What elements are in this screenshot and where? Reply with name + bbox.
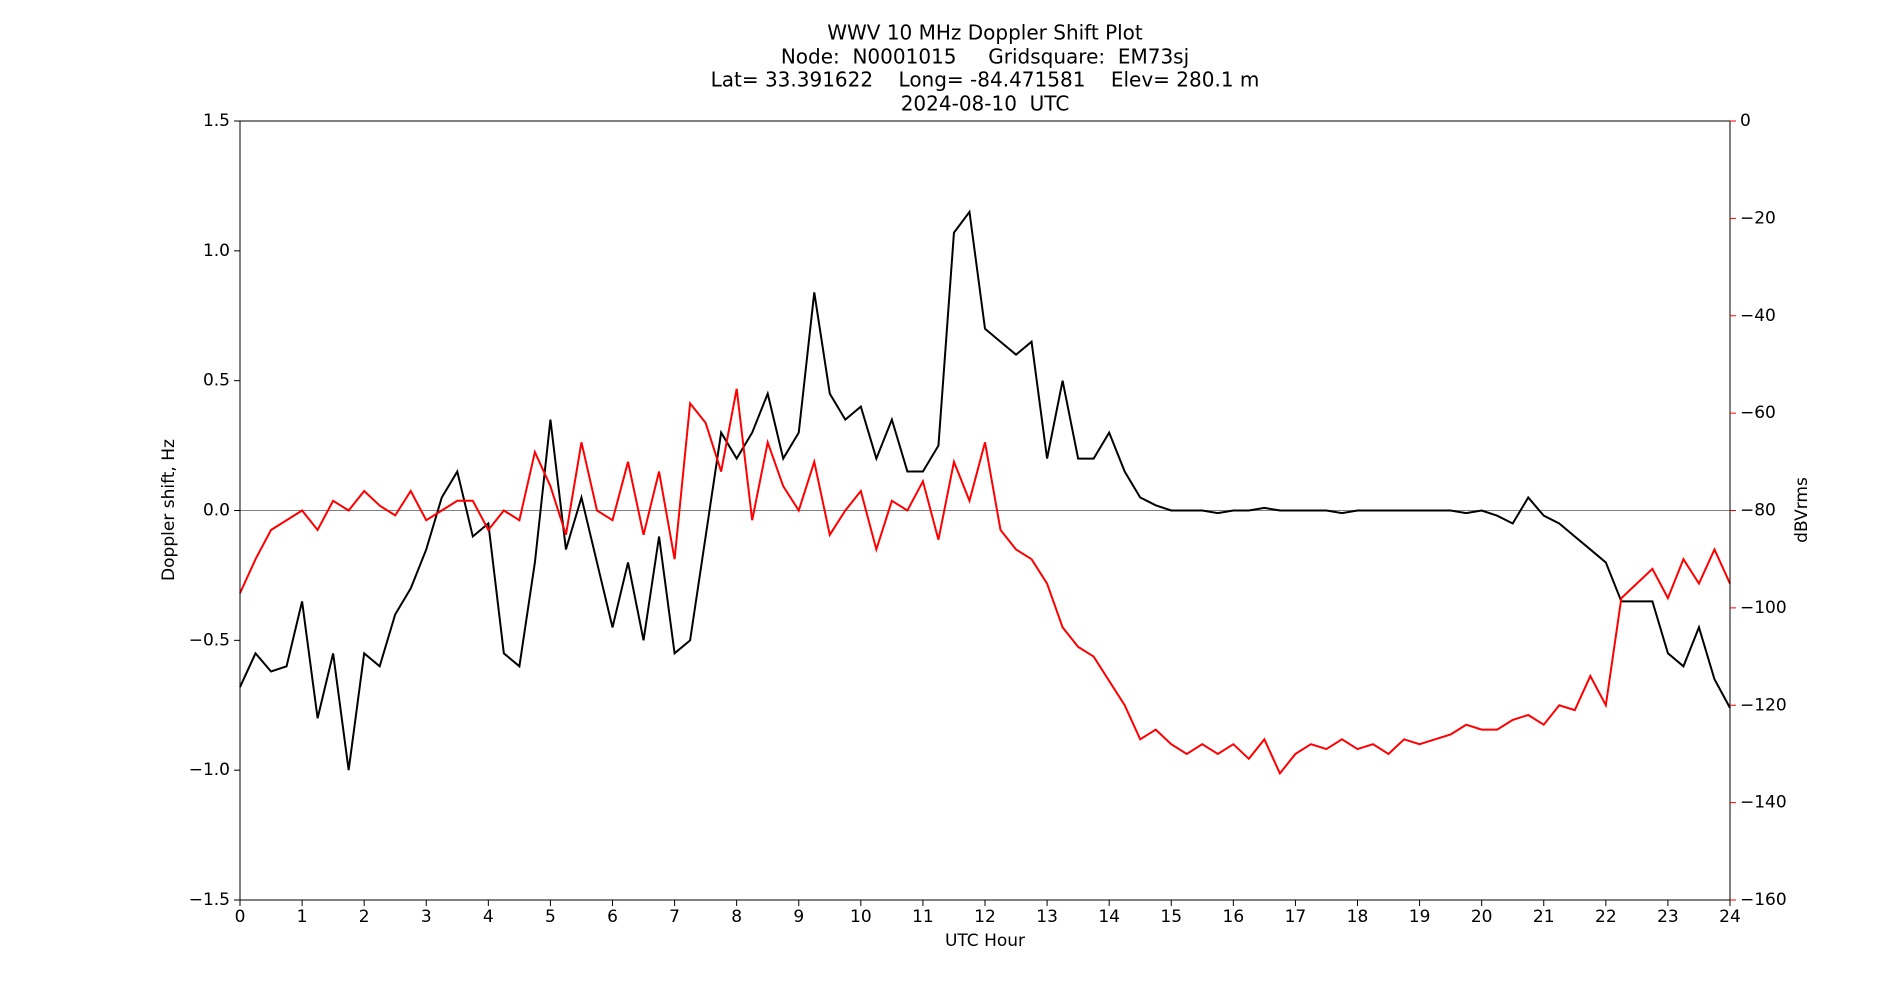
x-tick-label: 13: [1036, 907, 1058, 927]
x-axis-label: UTC Hour: [945, 931, 1025, 951]
x-tick-label: 11: [912, 907, 934, 927]
x-tick-label: 4: [483, 907, 494, 927]
chart-title: WWV 10 MHz Doppler Shift Plot: [827, 21, 1143, 45]
chart-subtitle: 2024-08-10 UTC: [901, 92, 1070, 116]
x-tick-label: 5: [545, 907, 556, 927]
y-tick-label: −0.5: [189, 630, 230, 650]
x-tick-label: 17: [1285, 907, 1307, 927]
x-tick-label: 7: [669, 907, 680, 927]
x-tick-label: 8: [731, 907, 742, 927]
x-tick-label: 0: [235, 907, 246, 927]
x-tick-label: 12: [974, 907, 996, 927]
x-tick-label: 14: [1098, 907, 1120, 927]
x-tick-label: 20: [1471, 907, 1493, 927]
y-tick-label: 1.0: [203, 241, 230, 261]
x-tick-label: 24: [1719, 907, 1741, 927]
chart-subtitle: Node: N0001015 Gridsquare: EM73sj: [781, 45, 1189, 69]
y-axis-label: Doppler shift, Hz: [159, 439, 179, 581]
x-tick-label: 15: [1160, 907, 1182, 927]
x-tick-label: 16: [1223, 907, 1245, 927]
y-tick-label: 0.5: [203, 371, 230, 391]
x-tick-label: 18: [1347, 907, 1369, 927]
y2-tick-label: −80: [1740, 501, 1776, 521]
y-tick-label: 1.5: [203, 111, 230, 131]
x-tick-label: 19: [1409, 907, 1431, 927]
y2-tick-label: −20: [1740, 208, 1776, 228]
x-tick-label: 1: [297, 907, 308, 927]
x-tick-label: 9: [793, 907, 804, 927]
y2-tick-label: −140: [1740, 793, 1787, 813]
y2-tick-label: −60: [1740, 403, 1776, 423]
x-tick-label: 2: [359, 907, 370, 927]
x-tick-label: 21: [1533, 907, 1555, 927]
data-line: [239, 388, 1731, 776]
y2-axis-label: dBVrms: [1792, 477, 1812, 543]
y-tick-label: −1.5: [189, 890, 230, 910]
x-tick-label: 10: [850, 907, 872, 927]
x-tick-label: 6: [607, 907, 618, 927]
y2-tick-label: −100: [1740, 598, 1787, 618]
x-tick-label: 23: [1657, 907, 1679, 927]
x-tick-label: 3: [421, 907, 432, 927]
chart-subtitle: Lat= 33.391622 Long= -84.471581 Elev= 28…: [711, 68, 1260, 92]
x-tick-label: 22: [1595, 907, 1617, 927]
y2-tick-label: 0: [1740, 111, 1751, 131]
y2-tick-label: −120: [1740, 695, 1787, 715]
y-tick-label: 0.0: [203, 501, 230, 521]
y2-tick-label: −40: [1740, 306, 1776, 326]
data-line: [239, 209, 1731, 771]
y2-tick-label: −160: [1740, 890, 1787, 910]
y-tick-label: −1.0: [189, 760, 230, 780]
